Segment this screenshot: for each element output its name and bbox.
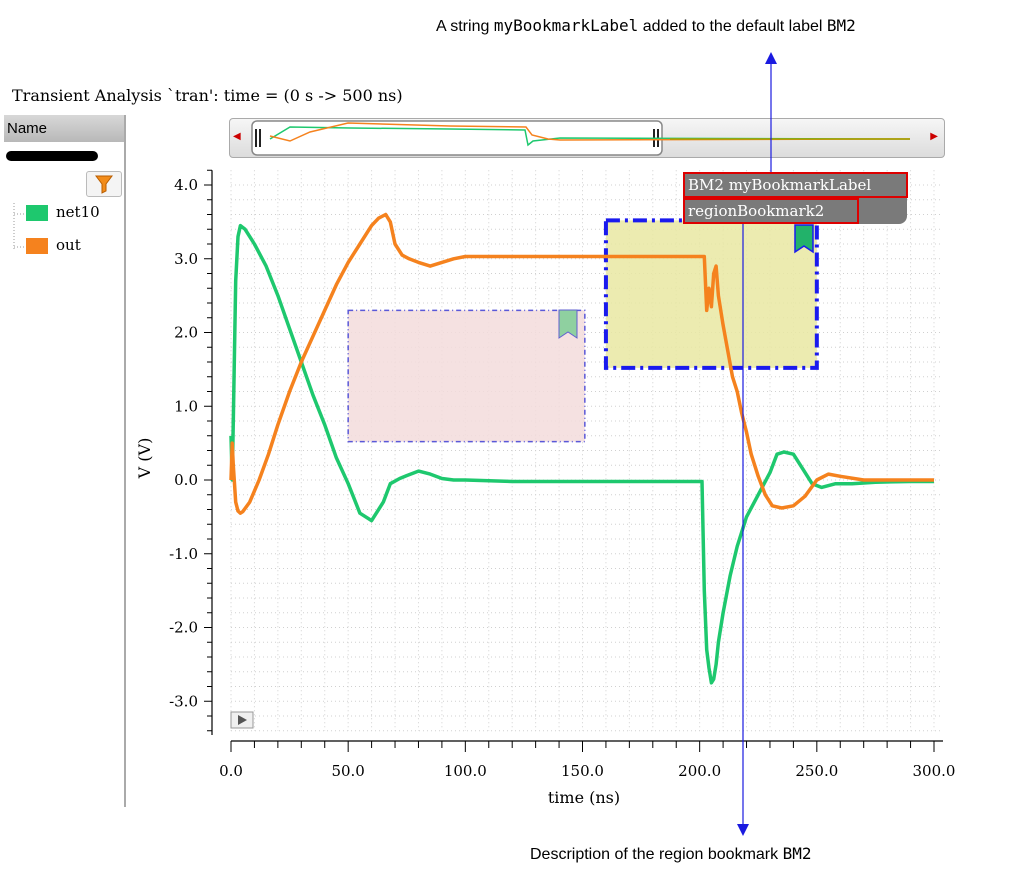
net10-swatch: [26, 205, 48, 221]
y-tick-label: 3.0: [174, 250, 198, 268]
overview-thumbnail: [251, 120, 911, 156]
y-tick-label: 0.0: [174, 471, 198, 489]
y-tick-label: -3.0: [169, 692, 198, 710]
series-out: [229, 212, 934, 515]
bookmark-flag-icon: [558, 309, 578, 339]
x-tick-label: 200.0: [678, 762, 721, 780]
x-tick-label: 50.0: [331, 762, 364, 780]
scroll-right-arrow-icon[interactable]: ▶: [930, 131, 938, 142]
bookmark-region-1: [347, 309, 586, 443]
x-tick-label: 150.0: [561, 762, 604, 780]
scroll-left-arrow-icon[interactable]: ◀: [233, 131, 241, 142]
bookmark-tag-tail: [859, 198, 907, 224]
bookmark-description-tag[interactable]: regionBookmark2: [683, 198, 859, 224]
y-tick-label: 2.0: [174, 324, 198, 342]
y-tick-label: -1.0: [169, 545, 198, 563]
bottom-annotation: Description of the region bookmark BM2: [530, 844, 812, 863]
name-panel: Name net10 out: [4, 115, 126, 807]
arrow-head-down-icon: [737, 824, 749, 836]
y-tick-label: 1.0: [174, 397, 198, 415]
bookmark-label-tag[interactable]: BM2 myBookmarkLabel: [683, 172, 908, 198]
x-tick-label: 100.0: [444, 762, 487, 780]
overview-scrollbar[interactable]: ◀ ▶: [229, 118, 945, 158]
x-tick-label: 250.0: [795, 762, 838, 780]
y-axis-label: V (V): [135, 438, 154, 480]
name-panel-header[interactable]: Name: [4, 115, 124, 142]
legend-item-out[interactable]: out: [26, 236, 81, 258]
legend-label: net10: [56, 203, 100, 221]
filter-button[interactable]: [86, 171, 122, 197]
bookmark-flag-icon-selected: [794, 224, 814, 254]
y-tick-label: 4.0: [174, 176, 198, 194]
tree-lines: [13, 203, 26, 249]
x-axis-label: time (ns): [548, 788, 620, 807]
funnel-icon: [95, 175, 113, 194]
y-tick-label: -2.0: [169, 619, 198, 637]
x-tick-label: 300.0: [913, 762, 956, 780]
scroll-handle[interactable]: [6, 151, 98, 161]
out-swatch: [26, 238, 48, 254]
play-icon: [238, 715, 247, 725]
arrow-head-up-icon: [765, 52, 777, 64]
series-net10: [229, 223, 934, 685]
top-annotation: A string myBookmarkLabel added to the de…: [436, 16, 856, 35]
x-tick-label: 0.0: [219, 762, 243, 780]
legend-item-net10[interactable]: net10: [26, 203, 100, 225]
plot-title: Transient Analysis `tran': time = (0 s -…: [12, 86, 403, 105]
legend-label: out: [56, 236, 81, 254]
